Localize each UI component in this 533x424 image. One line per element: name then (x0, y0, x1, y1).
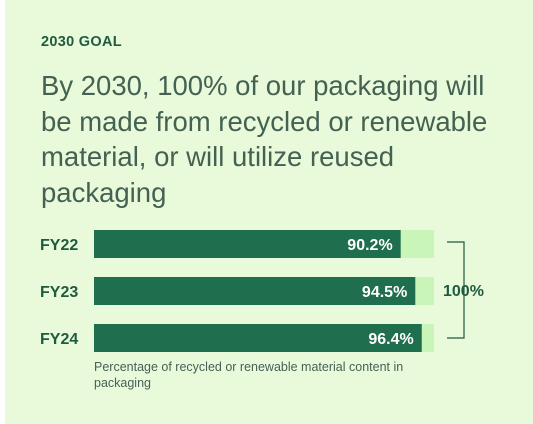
category-label-fy24: FY24 (40, 331, 78, 348)
bar-fy23 (94, 277, 416, 305)
goal-eyebrow: 2030 GOAL (41, 34, 122, 50)
value-label-fy22: 90.2% (347, 237, 392, 254)
chart-caption: Percentage of recycled or renewable mate… (94, 360, 404, 390)
target-label: 100% (443, 283, 484, 300)
goal-card (5, 0, 533, 424)
value-label-fy24: 96.4% (368, 331, 413, 348)
bar-fy24 (94, 324, 422, 352)
target-bracket (447, 241, 465, 339)
goal-headline: By 2030, 100% of our packaging will be m… (41, 70, 488, 208)
bar-fy22 (94, 230, 401, 258)
category-label-fy23: FY23 (40, 284, 78, 301)
category-label-fy22: FY22 (40, 237, 78, 254)
value-label-fy23: 94.5% (362, 284, 407, 301)
